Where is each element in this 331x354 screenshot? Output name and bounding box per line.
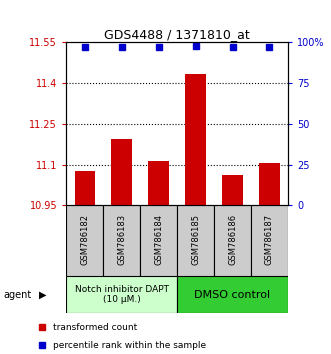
Bar [74, 171, 95, 205]
Bar [251, 205, 288, 276]
Text: GSM786184: GSM786184 [154, 214, 163, 265]
Title: GDS4488 / 1371810_at: GDS4488 / 1371810_at [104, 28, 250, 41]
Bar [140, 205, 177, 276]
Bar [177, 205, 214, 276]
Text: GSM786187: GSM786187 [265, 214, 274, 265]
Text: agent: agent [3, 290, 31, 300]
Bar [66, 205, 103, 276]
Bar [222, 176, 243, 205]
Bar [66, 276, 177, 313]
Bar [185, 74, 206, 205]
Text: GSM786183: GSM786183 [117, 214, 126, 265]
Bar [214, 205, 251, 276]
Text: percentile rank within the sample: percentile rank within the sample [54, 341, 207, 350]
Text: Notch inhibitor DAPT
(10 μM.): Notch inhibitor DAPT (10 μM.) [75, 285, 168, 304]
Bar [148, 161, 169, 205]
Text: transformed count: transformed count [54, 323, 138, 332]
Bar [103, 205, 140, 276]
Text: GSM786186: GSM786186 [228, 214, 237, 265]
Text: ▶: ▶ [39, 290, 47, 300]
Text: DMSO control: DMSO control [195, 290, 270, 300]
Text: GSM786185: GSM786185 [191, 214, 200, 265]
Bar [177, 276, 288, 313]
Bar [259, 163, 280, 205]
Bar [112, 139, 132, 205]
Text: GSM786182: GSM786182 [80, 214, 89, 265]
